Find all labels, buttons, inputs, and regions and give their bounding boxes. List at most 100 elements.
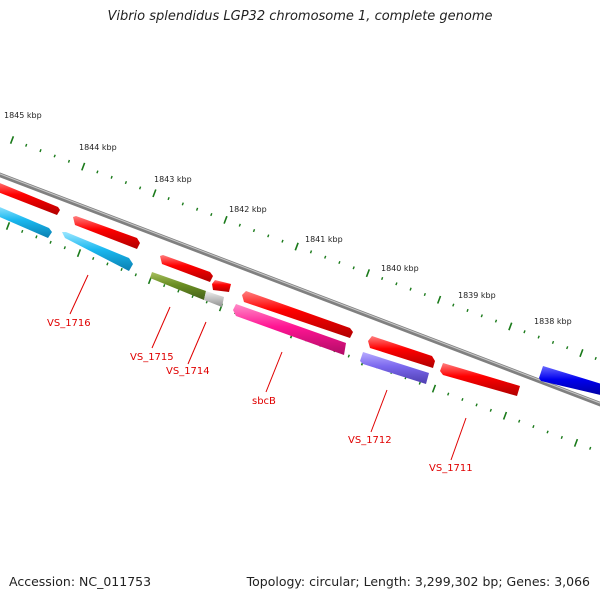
minor-tick [532, 425, 535, 429]
ruler-label-1839: 1839 kbp [458, 291, 496, 300]
major-tick [365, 269, 371, 278]
major-tick [436, 295, 442, 304]
minor-tick [461, 397, 464, 402]
minor-tick [163, 284, 166, 288]
ruler-label-1843: 1843 kbp [154, 175, 192, 184]
ruler-label-1842: 1842 kbp [229, 205, 267, 214]
ruler-label-1845: 1845 kbp [4, 111, 42, 120]
ruler-label-1840: 1840 kbp [381, 264, 419, 273]
minor-tick [447, 392, 450, 396]
major-tick [9, 136, 15, 144]
minor-tick [309, 250, 313, 254]
minor-tick [418, 381, 421, 385]
minor-tick [589, 446, 592, 450]
minor-tick [177, 289, 180, 293]
minor-tick [347, 354, 350, 358]
minor-tick [352, 266, 355, 270]
label-leaders [69, 274, 467, 461]
gene-feature-cyan-1[interactable] [0, 205, 52, 238]
gene-feature-red-5[interactable] [242, 291, 353, 338]
minor-tick [49, 240, 52, 244]
major-tick [431, 384, 437, 393]
minor-tick [267, 234, 270, 238]
accession-text: Accession: NC_011753 [9, 574, 152, 589]
minor-tick [92, 256, 95, 261]
minor-tick [338, 260, 341, 265]
minor-tick [67, 159, 71, 163]
major-tick [502, 411, 508, 420]
ruler-label-1844: 1844 kbp [79, 143, 117, 152]
minor-tick [395, 282, 398, 286]
minor-tick [120, 267, 123, 271]
minor-tick [21, 229, 24, 233]
minor-tick [475, 403, 478, 407]
minor-tick [181, 202, 184, 206]
minor-tick [546, 430, 549, 434]
genome-summary-text: Topology: circular; Length: 3,299,302 bp… [246, 574, 590, 589]
minor-tick [167, 197, 170, 201]
minor-tick [96, 170, 99, 174]
minor-tick [594, 356, 597, 360]
minor-tick [53, 154, 56, 158]
gene-feature-red-7[interactable] [440, 363, 520, 396]
minor-tick [110, 175, 113, 179]
gene-feature-grey[interactable] [204, 291, 224, 307]
ruler-label-1838: 1838 kbp [534, 317, 572, 326]
gene-feature-red-2[interactable] [73, 216, 140, 249]
minor-tick [106, 262, 109, 266]
gene-feature-red-6[interactable] [368, 336, 435, 368]
minor-tick [195, 207, 199, 211]
major-tick [5, 222, 11, 230]
major-tick [76, 249, 82, 258]
ruler-labels: 1845 kbp 1844 kbp 1843 kbp 1842 kbp 1841… [4, 111, 572, 326]
gene-label-vs1712[interactable]: VS_1712 [348, 435, 392, 446]
gene-label-vs1714[interactable]: VS_1714 [166, 366, 210, 377]
gene-feature-purple[interactable] [360, 352, 429, 384]
minor-tick [409, 287, 412, 291]
gene-feature-blue[interactable] [539, 366, 600, 396]
gene-label-sbcb[interactable]: sbcB [252, 396, 276, 407]
minor-tick [560, 435, 563, 439]
minor-tick [63, 246, 66, 250]
minor-tick [489, 408, 492, 412]
gene-feature-red-3[interactable] [160, 255, 213, 282]
ruler-label-1841: 1841 kbp [305, 235, 343, 244]
gene-label-vs1711[interactable]: VS_1711 [429, 463, 473, 474]
major-tick [573, 438, 579, 447]
minor-tick [566, 346, 569, 350]
major-tick [579, 349, 584, 358]
major-tick [81, 162, 86, 171]
minor-tick [35, 235, 38, 239]
map-title: Vibrio splendidus LGP32 chromosome 1, co… [107, 9, 493, 24]
gene-feature-red-4[interactable] [212, 280, 231, 292]
leader-sbcb [265, 351, 283, 393]
minor-tick [210, 213, 213, 217]
leader-vs1712 [370, 389, 388, 433]
minor-tick [480, 314, 483, 318]
minor-tick [39, 149, 42, 153]
gene-feature-cyan-2[interactable] [62, 232, 133, 271]
minor-tick [138, 186, 142, 190]
minor-tick [252, 228, 256, 233]
minor-tick [523, 330, 526, 334]
gene-feature-red-1[interactable] [0, 181, 60, 215]
leader-vs1711 [450, 417, 467, 461]
leader-vs1715 [151, 306, 171, 349]
minor-tick [381, 276, 384, 281]
gene-label-vs1716[interactable]: VS_1716 [47, 318, 91, 329]
minor-tick [518, 419, 521, 423]
minor-tick [124, 181, 128, 185]
major-tick [223, 215, 228, 224]
gene-label-vs1715[interactable]: VS_1715 [130, 352, 174, 363]
minor-tick [494, 319, 498, 323]
gene-feature-magenta[interactable] [233, 304, 346, 355]
gene-features [0, 181, 600, 396]
major-tick [152, 189, 157, 198]
minor-tick [324, 255, 327, 259]
leader-vs1714 [187, 321, 207, 365]
minor-tick [25, 143, 28, 147]
gene-feature-olive[interactable] [150, 272, 206, 300]
minor-tick [466, 308, 469, 313]
minor-tick [423, 292, 426, 297]
